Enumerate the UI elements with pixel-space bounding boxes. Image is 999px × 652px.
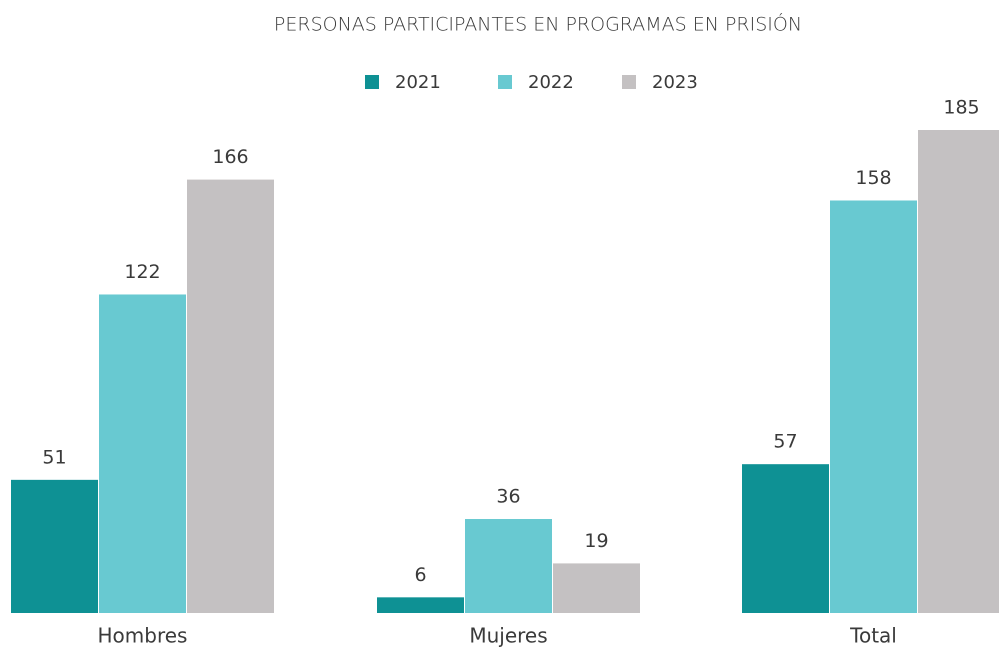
chart-title: PERSONAS PARTICIPANTES EN PROGRAMAS EN P… (274, 12, 802, 36)
value-label: 36 (496, 486, 520, 508)
value-label: 51 (42, 446, 66, 468)
bar (742, 464, 829, 613)
bar (11, 479, 98, 613)
value-label: 19 (584, 530, 608, 552)
value-label: 6 (414, 564, 426, 586)
bar (830, 200, 917, 614)
bar (99, 294, 186, 613)
legend-label: 2023 (652, 72, 698, 93)
legend-label: 2022 (528, 72, 574, 93)
value-label: 122 (124, 261, 160, 283)
legend-swatch (365, 75, 379, 89)
bar (553, 563, 640, 613)
bar (465, 519, 552, 613)
legend-swatch (498, 75, 512, 89)
value-label: 57 (773, 431, 797, 453)
value-label: 185 (943, 97, 979, 119)
value-label: 166 (212, 146, 248, 168)
x-tick-label: Hombres (98, 624, 188, 648)
bar (918, 130, 999, 613)
x-tick-label: Total (849, 624, 897, 648)
legend-swatch (622, 75, 636, 89)
legend-label: 2021 (395, 72, 441, 93)
x-tick-label: Mujeres (469, 624, 547, 648)
bar (377, 597, 464, 613)
value-label: 158 (855, 167, 891, 189)
bar (187, 179, 274, 613)
